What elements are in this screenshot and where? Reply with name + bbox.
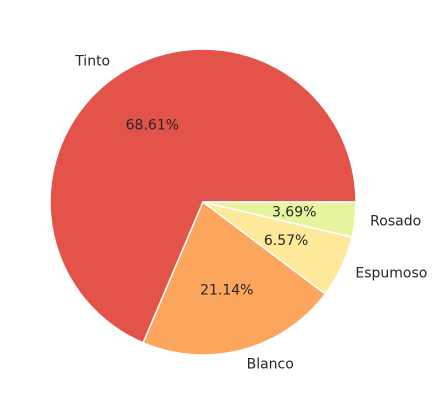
category-label-blanco: Blanco xyxy=(247,357,294,373)
slice-rosado xyxy=(202,201,357,239)
pct-label-blanco: 21.14% xyxy=(200,283,253,299)
pct-label-tinto: 68.61% xyxy=(126,117,179,133)
category-label-tinto: Tinto xyxy=(74,54,110,70)
slice-blanco xyxy=(142,200,327,356)
pct-label-rosado: 3.69% xyxy=(272,205,316,221)
category-label-rosado: Rosado xyxy=(370,213,421,229)
category-label-espumoso: Espumoso xyxy=(355,265,427,281)
pct-label-espumoso: 6.57% xyxy=(264,233,308,249)
slice-tinto xyxy=(49,48,357,344)
